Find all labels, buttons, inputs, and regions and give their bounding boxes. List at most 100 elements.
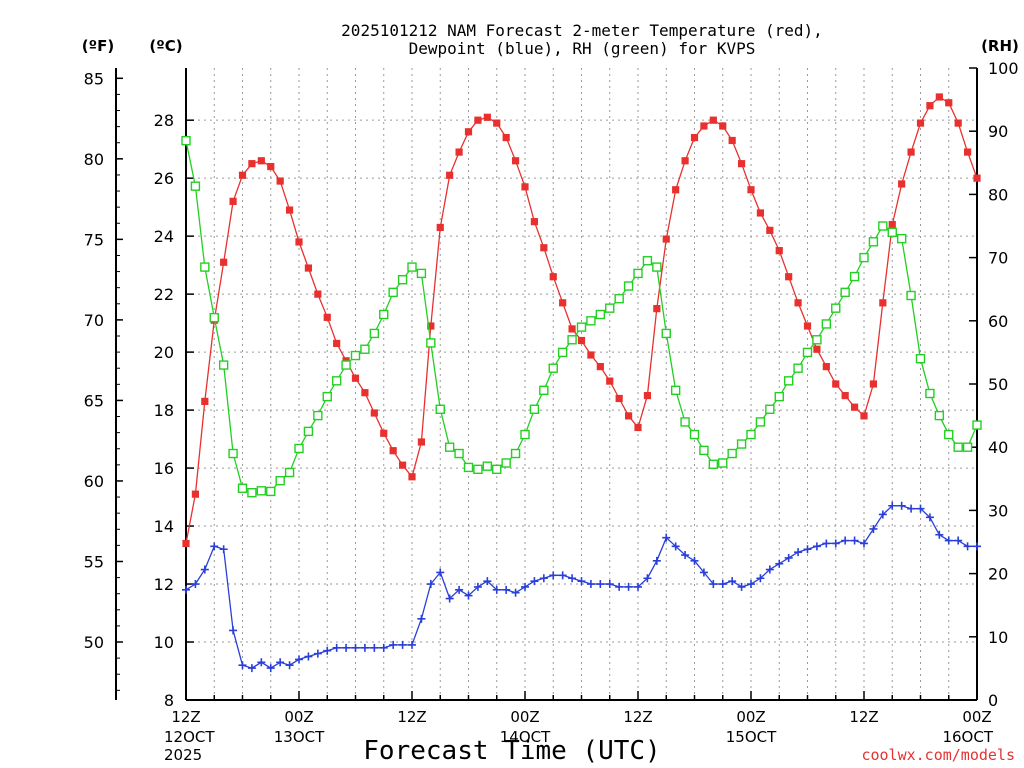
dewpoint-point bbox=[812, 542, 821, 551]
dewpoint-point bbox=[709, 580, 718, 589]
temperature-point bbox=[926, 102, 934, 110]
dewpoint-point bbox=[464, 591, 473, 600]
rh-point bbox=[492, 464, 502, 475]
temperature-point bbox=[860, 412, 868, 420]
dewpoint-point bbox=[634, 582, 642, 591]
temperature-point bbox=[380, 429, 388, 437]
rh-point bbox=[190, 181, 201, 191]
rh-point bbox=[266, 486, 276, 497]
rh-point bbox=[379, 309, 389, 320]
rh-point bbox=[896, 233, 907, 244]
fahrenheit-tick-label: 65 bbox=[84, 391, 104, 410]
rh-point bbox=[218, 360, 229, 370]
rh-point bbox=[529, 404, 540, 414]
dewpoint-point bbox=[511, 588, 520, 597]
rh-point bbox=[633, 268, 643, 279]
temperature-point bbox=[493, 119, 501, 127]
temperature-point bbox=[803, 322, 812, 330]
unit-label-fahrenheit: (ºF) bbox=[82, 37, 114, 55]
temperature-point bbox=[220, 258, 228, 266]
rh-tick-label: 60 bbox=[988, 312, 1008, 331]
rh-point bbox=[294, 443, 304, 454]
dewpoint-point bbox=[398, 640, 407, 649]
rh-point bbox=[303, 426, 314, 437]
rh-tick-label: 50 bbox=[988, 375, 1008, 394]
rh-point bbox=[840, 287, 850, 298]
temperature-point bbox=[775, 247, 783, 255]
dewpoint-point bbox=[860, 539, 868, 548]
temperature-point bbox=[907, 148, 915, 156]
rh-point bbox=[200, 262, 210, 272]
temperature-point bbox=[596, 363, 604, 371]
dewpoint-point bbox=[662, 533, 671, 542]
time-tick-label: 12Z bbox=[623, 708, 652, 726]
rh-point bbox=[482, 461, 493, 471]
temperature-point bbox=[333, 339, 341, 348]
time-tick-label: 00Z bbox=[736, 708, 765, 726]
rh-point bbox=[925, 388, 935, 399]
dewpoint-point bbox=[285, 661, 294, 670]
temperature-point bbox=[276, 177, 284, 185]
dewpoint-point bbox=[841, 536, 850, 545]
temperature-point bbox=[229, 197, 237, 205]
rh-point bbox=[859, 252, 869, 263]
temperature-point bbox=[728, 136, 736, 145]
temperature-point bbox=[238, 171, 247, 179]
dewpoint-point bbox=[728, 577, 737, 586]
dewpoint-point bbox=[775, 559, 784, 568]
temperature-point bbox=[813, 345, 821, 353]
temperature-point bbox=[483, 113, 491, 121]
temperature-point bbox=[841, 391, 849, 400]
dewpoint-point bbox=[831, 539, 840, 548]
time-tick-label: 13OCT bbox=[274, 728, 325, 746]
rh-point bbox=[209, 312, 219, 323]
temperature-point bbox=[521, 183, 529, 191]
temperature-point bbox=[672, 186, 680, 194]
temperature-point bbox=[568, 325, 576, 333]
dewpoint-point bbox=[276, 658, 285, 667]
rh-point bbox=[944, 429, 954, 440]
rh-point bbox=[670, 385, 681, 396]
dewpoint-point bbox=[850, 536, 859, 545]
temperature-point bbox=[502, 133, 510, 142]
rh-point bbox=[765, 404, 775, 414]
dewpoint-point bbox=[332, 643, 341, 652]
temperature-point bbox=[587, 351, 595, 359]
fahrenheit-tick-label: 70 bbox=[84, 311, 104, 330]
tick-labels: 50 55 60 65 70 75 80 85 8 10 12 14 16 18 20 22 24 26 28 0 10… bbox=[84, 59, 1019, 764]
rh-tick-label: 90 bbox=[988, 122, 1008, 141]
rh-point bbox=[661, 328, 671, 339]
dewpoint-point bbox=[492, 585, 501, 594]
rh-point bbox=[473, 464, 483, 475]
grid-lines bbox=[186, 68, 977, 700]
rh-point bbox=[426, 338, 436, 348]
temperature-point bbox=[973, 174, 981, 182]
dewpoint-point bbox=[737, 582, 746, 591]
rh-point bbox=[275, 475, 285, 486]
temperature-point bbox=[314, 290, 322, 298]
dewpoint-point bbox=[897, 501, 906, 510]
temperature-point bbox=[869, 380, 878, 388]
temperature-point bbox=[709, 116, 717, 124]
temperature-point bbox=[549, 273, 557, 281]
dewpoint-point bbox=[266, 664, 275, 673]
dewpoint-point bbox=[360, 643, 369, 652]
temperature-point bbox=[370, 409, 378, 417]
time-tick-label: 15OCT bbox=[726, 728, 777, 746]
temperature-point bbox=[822, 363, 830, 371]
fahrenheit-tick-label: 50 bbox=[84, 633, 104, 652]
dewpoint-point bbox=[436, 568, 445, 577]
rh-point bbox=[510, 448, 521, 459]
dewpoint-point bbox=[756, 574, 765, 583]
dewpoint-point bbox=[295, 655, 303, 664]
rh-point bbox=[454, 448, 464, 459]
temperature-point bbox=[832, 380, 840, 388]
x-axis-title: Forecast Time (UTC) bbox=[363, 736, 660, 766]
temperature-point bbox=[898, 180, 906, 188]
dewpoint-point bbox=[370, 643, 379, 652]
dewpoint-point bbox=[935, 530, 944, 539]
temperature-point bbox=[888, 220, 896, 229]
rh-tick-label: 80 bbox=[988, 185, 1008, 204]
rh-point bbox=[567, 335, 577, 345]
